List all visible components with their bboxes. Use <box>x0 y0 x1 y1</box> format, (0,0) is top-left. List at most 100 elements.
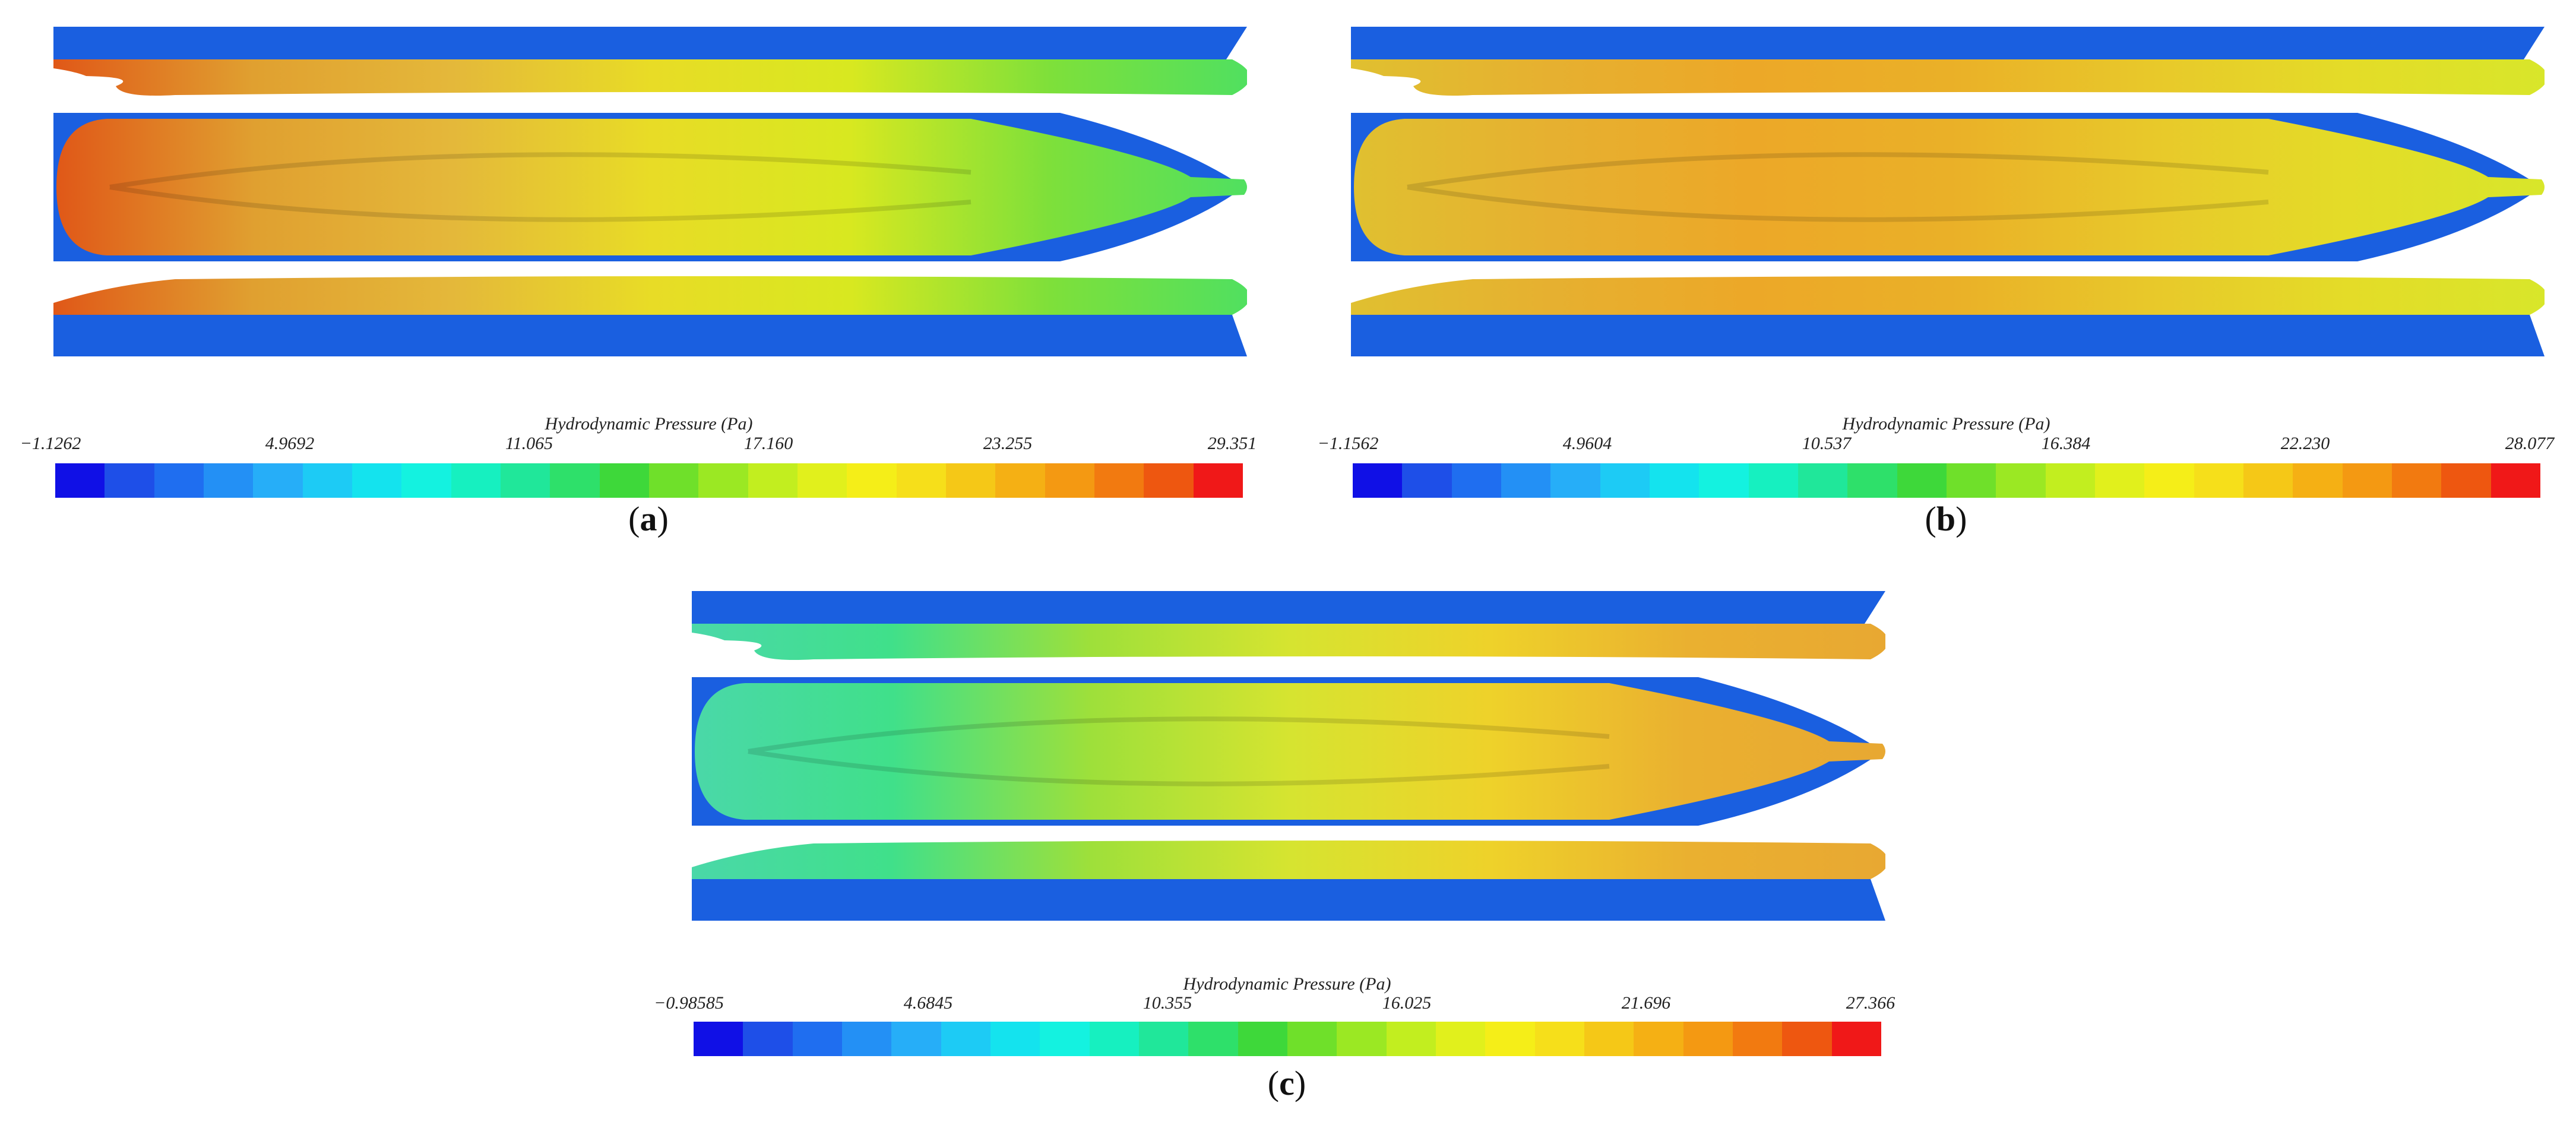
main-hull <box>695 683 1885 820</box>
colorbar-segment <box>1287 1022 1337 1056</box>
colorbar-segment <box>2144 463 2194 498</box>
colorbar-tick: 4.9692 <box>265 434 315 453</box>
hull-pressure-contour-c <box>692 591 1885 921</box>
colorbar-segment <box>1193 463 1243 498</box>
colorbar-segment <box>1435 1022 1486 1056</box>
colorbar-segment <box>1699 463 1749 498</box>
colorbar-tick: 27.366 <box>1846 993 1895 1013</box>
colorbar-title: Hydrodynamic Pressure (Pa) <box>545 414 753 434</box>
colorbar-segment <box>1402 463 1452 498</box>
colorbar-segment <box>1996 463 2046 498</box>
hull-pressure-contour-b <box>1351 27 2545 356</box>
colorbar-segment <box>599 463 649 498</box>
colorbar-segment <box>1238 1022 1287 1056</box>
colorbar-segment <box>1634 1022 1683 1056</box>
colorbar-segment <box>1649 463 1700 498</box>
hull-shading <box>748 716 1610 786</box>
colorbar-title: Hydrodynamic Pressure (Pa) <box>1183 974 1391 994</box>
colorbar-tick: 17.160 <box>743 434 793 453</box>
colorbar-segment <box>302 463 352 498</box>
colorbar-segment <box>698 463 748 498</box>
side-hull-top <box>53 59 1247 96</box>
colorbar-segment <box>1782 1022 1832 1056</box>
colorbar-segment <box>1089 1022 1139 1056</box>
colorbar-segment <box>891 1022 941 1056</box>
colorbar-segment <box>2293 463 2343 498</box>
colorbar-segment <box>1485 1022 1535 1056</box>
colorbar-segment <box>500 463 550 498</box>
colorbar-segment <box>748 463 798 498</box>
colorbar-segment <box>1144 463 1194 498</box>
colorbar-segment <box>1501 463 1551 498</box>
colorbar-segment <box>995 463 1045 498</box>
colorbar-segment <box>154 463 204 498</box>
colorbar-segment <box>1353 463 1403 498</box>
panel-label-c: (c) <box>1267 1064 1306 1102</box>
colorbar-segment <box>2094 463 2145 498</box>
colorbar-segment <box>1831 1022 1881 1056</box>
deck-top <box>1351 27 2545 59</box>
panel-label-a: (a) <box>628 500 669 538</box>
colorbar-segment <box>401 463 451 498</box>
colorbar-segment <box>1600 463 1650 498</box>
colorbar-tick: 16.384 <box>2041 434 2091 453</box>
colorbar-segment <box>2243 463 2293 498</box>
colorbar-segment <box>990 1022 1040 1056</box>
colorbar-segment <box>945 463 996 498</box>
colorbar-segment <box>1094 463 1144 498</box>
deck-bottom <box>1351 315 2545 356</box>
colorbar <box>55 463 1243 498</box>
colorbar-segment <box>2391 463 2442 498</box>
colorbar-segment <box>847 463 897 498</box>
colorbar-segment <box>1534 1022 1584 1056</box>
colorbar-segment <box>1847 463 1897 498</box>
colorbar-segment <box>1188 1022 1238 1056</box>
colorbar-segment <box>941 1022 990 1056</box>
colorbar-segment <box>105 463 154 498</box>
panel-c: Hydrodynamic Pressure (Pa) −0.98585 4.68… <box>654 588 1895 1143</box>
side-hull-bottom <box>692 840 1885 879</box>
colorbar-segment <box>1748 463 1798 498</box>
hull-pressure-contour-a <box>53 27 1247 356</box>
colorbar-segment <box>1683 1022 1733 1056</box>
deck-bottom <box>53 315 1247 356</box>
colorbar-segment <box>352 463 402 498</box>
panel-a: Hydrodynamic Pressure (Pa) −1.1262 4.969… <box>20 24 1257 570</box>
colorbar-segment <box>2045 463 2095 498</box>
colorbar-tick: −0.98585 <box>654 993 724 1013</box>
colorbar-tick: 4.6845 <box>903 993 953 1013</box>
colorbar-segment <box>1138 1022 1189 1056</box>
colorbar-tick: 4.9604 <box>1562 434 1612 453</box>
deck-top <box>53 27 1247 59</box>
colorbar-segment <box>648 463 699 498</box>
colorbar-tick: 16.025 <box>1382 993 1432 1013</box>
colorbar-segment <box>550 463 600 498</box>
colorbar-segment <box>1584 1022 1634 1056</box>
colorbar-tick: 11.065 <box>505 434 553 453</box>
colorbar-segment <box>1946 463 1996 498</box>
colorbar-tick: −1.1562 <box>1317 434 1379 453</box>
colorbar-segment <box>2490 463 2540 498</box>
colorbar-segment <box>1550 463 1600 498</box>
colorbar-segment <box>1045 463 1094 498</box>
colorbar-tick: 21.696 <box>1621 993 1671 1013</box>
main-hull <box>1354 119 2545 255</box>
colorbar-tick: 23.255 <box>983 434 1033 453</box>
colorbar-tick: 10.537 <box>1802 434 1852 453</box>
side-hull-top <box>692 624 1885 660</box>
main-hull <box>56 119 1247 255</box>
hull-shading <box>1407 152 2269 222</box>
colorbar-segment <box>1386 1022 1436 1056</box>
colorbar-segment <box>896 463 946 498</box>
side-hull-top <box>1351 59 2545 96</box>
colorbar-segment <box>203 463 254 498</box>
colorbar-segment <box>2342 463 2392 498</box>
colorbar-title: Hydrodynamic Pressure (Pa) <box>1842 414 2050 434</box>
panel-b: Hydrodynamic Pressure (Pa) −1.1562 4.960… <box>1318 24 2554 570</box>
colorbar-segment <box>253 463 303 498</box>
colorbar-segment <box>1797 463 1848 498</box>
colorbar-segment <box>841 1022 892 1056</box>
colorbar <box>1353 463 2540 498</box>
hull-shading <box>109 152 971 222</box>
colorbar-tick: 29.351 <box>1207 434 1257 453</box>
